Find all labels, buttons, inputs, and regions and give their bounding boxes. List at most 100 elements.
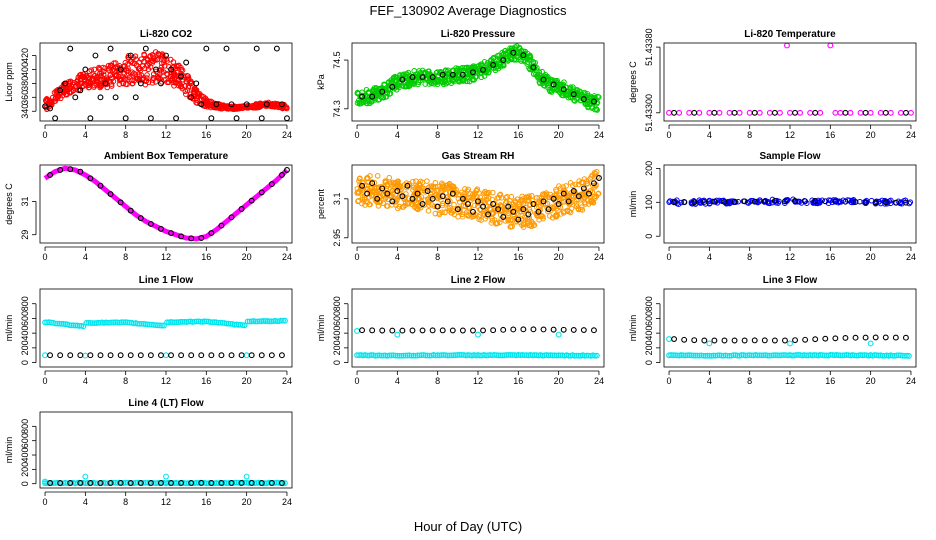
data-point: [405, 199, 411, 206]
y-tick-label: 400: [644, 326, 654, 341]
x-tick-label: 8: [747, 130, 752, 140]
y-axis-label: ml/min: [4, 315, 14, 342]
data-point: [278, 480, 285, 486]
x-axis: 0 4 8 12 16 20 24: [667, 246, 916, 262]
data-point: [414, 190, 421, 197]
data-point: [594, 352, 600, 359]
data-point: [123, 81, 129, 87]
data-point: [132, 94, 139, 101]
data-point: [569, 182, 576, 189]
data-point: [77, 352, 84, 359]
data-point: [372, 189, 378, 195]
data-point: [477, 197, 484, 204]
data-point: [817, 109, 824, 116]
x-tick-label: 4: [395, 252, 400, 262]
data-point: [97, 352, 104, 359]
data-point: [590, 199, 597, 206]
data-point: [112, 94, 119, 101]
plot-frame: [39, 42, 293, 122]
data-point: [540, 213, 546, 220]
data-point: [122, 59, 129, 66]
data-point: [282, 480, 288, 486]
data-point: [456, 206, 463, 212]
data-point: [120, 319, 127, 326]
data-point: [906, 200, 913, 207]
data-point: [568, 193, 574, 200]
data-point: [223, 45, 230, 52]
data-point: [550, 81, 557, 88]
x-tick-label: 24: [906, 252, 916, 262]
x-tick-label: 24: [906, 130, 916, 140]
x-tick-label: 4: [83, 252, 88, 262]
data-point: [751, 109, 758, 116]
chart-panel: Li-820 Pressure 0 4 8 12 16 20 24 74.3 74.5 kPa: [316, 29, 605, 140]
data-point: [263, 101, 270, 108]
data-point: [711, 109, 718, 116]
data-point: [429, 327, 436, 334]
data-point: [555, 331, 562, 338]
data-point: [721, 337, 728, 344]
data-point: [542, 71, 549, 78]
data-point: [771, 197, 778, 204]
data-point: [720, 198, 727, 204]
data-point: [438, 188, 445, 194]
x-tick-label: 12: [161, 130, 171, 140]
data-point: [490, 210, 496, 216]
data-point: [510, 326, 517, 333]
data-point: [530, 58, 536, 65]
data-point: [142, 45, 149, 52]
data-point: [82, 473, 89, 480]
data-point: [364, 96, 371, 103]
chart-panel: Sample Flow 0 4 8 12 16 20 24 0 100 200 ml/min: [628, 151, 917, 262]
y-axis-label: Licor ppm: [4, 62, 14, 102]
data-point: [459, 327, 466, 334]
data-point: [128, 58, 135, 65]
data-point: [154, 56, 161, 63]
y-tick-label: 800: [20, 419, 30, 434]
y-tick-label: 600: [20, 311, 30, 326]
data-point: [442, 67, 449, 73]
data-point: [485, 70, 492, 76]
data-point: [87, 115, 94, 121]
x-tick-label: 8: [747, 376, 752, 386]
data-point: [238, 352, 245, 359]
y-tick-label: 200: [332, 340, 342, 355]
data-point: [77, 480, 84, 486]
data-point: [354, 190, 360, 196]
data-point: [218, 480, 225, 486]
data-point: [470, 208, 476, 215]
x-tick-label: 24: [594, 130, 604, 140]
data-point: [797, 109, 804, 116]
data-point: [268, 318, 275, 325]
x-tick-label: 4: [395, 130, 400, 140]
data-point: [268, 352, 275, 359]
data-point: [437, 194, 443, 201]
plot-frame: [351, 288, 605, 368]
data-point: [117, 199, 124, 206]
data-point: [275, 102, 282, 109]
data-point: [447, 198, 453, 205]
data-point: [284, 167, 290, 173]
data-point: [450, 186, 457, 193]
data-point: [258, 189, 265, 196]
x-tick-label: 4: [83, 130, 88, 140]
y-tick-label: 100: [644, 195, 654, 210]
y-axis-label: ml/min: [4, 437, 14, 464]
data-point: [389, 83, 396, 90]
data-point: [396, 203, 403, 210]
data-point: [520, 206, 527, 213]
data-point: [490, 327, 497, 334]
data-point: [228, 101, 235, 108]
data-point: [409, 79, 416, 86]
data-point: [459, 71, 466, 78]
data-point: [508, 56, 515, 63]
data-point: [185, 75, 192, 81]
data-point: [77, 87, 84, 94]
data-point: [100, 71, 107, 77]
data-point: [590, 180, 597, 187]
data-point: [127, 352, 134, 359]
x-tick-label: 20: [866, 252, 876, 262]
x-tick-label: 20: [866, 376, 876, 386]
data-point: [906, 353, 912, 359]
